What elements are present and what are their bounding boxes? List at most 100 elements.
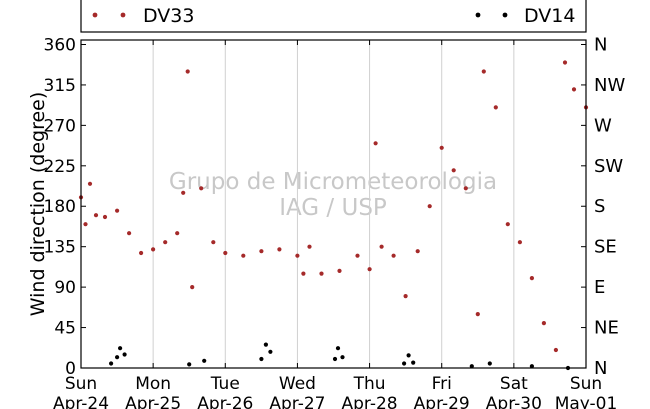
data-point bbox=[505, 222, 510, 227]
legend-marker-dv14 bbox=[502, 12, 508, 18]
x-tick-label-date: Apr-24 bbox=[53, 394, 109, 409]
data-point bbox=[529, 364, 535, 369]
data-point bbox=[451, 168, 456, 173]
y2-tick-label: S bbox=[594, 196, 605, 217]
data-point bbox=[332, 356, 338, 362]
x-tick-label-date: Apr-25 bbox=[125, 394, 181, 409]
y2-tick-label: NE bbox=[594, 318, 619, 339]
data-point bbox=[493, 105, 498, 110]
data-point bbox=[553, 347, 559, 353]
watermark-line-1: Grupo de Micrometeorologia bbox=[169, 169, 497, 195]
y2-tick-label: N bbox=[594, 358, 607, 379]
y-tick-label: 0 bbox=[65, 359, 76, 379]
y-axis-left: 0 45 90 135 180 225 270 315 360 bbox=[44, 35, 86, 379]
legend-label-dv33: DV33 bbox=[143, 5, 194, 27]
x-tick-label-day: Sat bbox=[500, 374, 528, 394]
y2-tick-label: NW bbox=[594, 75, 625, 96]
data-point bbox=[259, 356, 264, 362]
data-points bbox=[78, 60, 589, 371]
legend-label-dv14: DV14 bbox=[524, 5, 575, 27]
y2-tick-label: W bbox=[594, 115, 612, 136]
data-point bbox=[335, 346, 341, 351]
data-point bbox=[373, 141, 378, 146]
x-tick-label-date: Apr-26 bbox=[197, 394, 253, 409]
data-point bbox=[415, 249, 420, 254]
data-point bbox=[187, 362, 192, 367]
data-point bbox=[202, 358, 207, 363]
legend-marker-dv33 bbox=[92, 12, 98, 18]
data-point bbox=[181, 190, 186, 195]
data-point bbox=[93, 213, 99, 218]
x-tick-label-date: Apr-29 bbox=[414, 394, 470, 409]
y2-tick-label: SW bbox=[594, 156, 623, 177]
x-tick-label-date: Apr-28 bbox=[342, 394, 398, 409]
data-point bbox=[319, 271, 324, 276]
data-point bbox=[439, 145, 444, 150]
series-dv33 bbox=[78, 60, 589, 353]
x-axis: SunApr-24MonApr-25TueApr-26WedApr-27ThuA… bbox=[53, 40, 617, 409]
data-point bbox=[529, 276, 535, 281]
legend-marker-dv33 bbox=[120, 12, 126, 18]
legend-box bbox=[80, 0, 587, 33]
data-point bbox=[83, 222, 88, 227]
y-tick-label: 315 bbox=[44, 76, 76, 96]
data-point bbox=[403, 294, 408, 299]
data-point bbox=[411, 360, 416, 365]
data-point bbox=[87, 181, 93, 186]
data-point bbox=[185, 69, 190, 74]
y2-tick-label: N bbox=[594, 34, 607, 55]
y-tick-label: 225 bbox=[44, 157, 76, 177]
data-point bbox=[139, 250, 144, 256]
data-point bbox=[122, 352, 127, 357]
x-tick-label-day: Wed bbox=[279, 374, 316, 394]
y-tick-label: 45 bbox=[54, 319, 76, 339]
y-axis-label: Wind direction (degree) bbox=[27, 92, 49, 317]
data-point bbox=[127, 231, 132, 236]
y-tick-label: 180 bbox=[44, 197, 76, 217]
data-point bbox=[562, 60, 568, 65]
plot-frame bbox=[80, 39, 587, 369]
data-point bbox=[223, 250, 228, 256]
data-point bbox=[463, 186, 468, 191]
y-tick-label: 270 bbox=[44, 116, 76, 136]
data-point bbox=[115, 355, 120, 360]
data-point bbox=[259, 249, 264, 254]
data-point bbox=[379, 244, 384, 249]
watermark: Grupo de Micrometeorologia IAG / USP bbox=[169, 169, 497, 221]
x-tick-label-day: Mon bbox=[135, 374, 171, 394]
x-tick-label-day: Tue bbox=[210, 374, 240, 394]
data-point bbox=[487, 361, 492, 366]
x-tick-label-day: Fri bbox=[432, 374, 452, 394]
data-point bbox=[163, 240, 168, 245]
data-point bbox=[263, 342, 268, 347]
x-tick-label-day: Sun bbox=[65, 374, 97, 394]
data-point bbox=[475, 312, 480, 317]
legend: DV33 DV14 bbox=[80, 0, 587, 33]
data-point bbox=[391, 253, 396, 258]
data-point bbox=[337, 268, 342, 273]
y2-tick-label: SE bbox=[594, 237, 617, 258]
data-point bbox=[199, 186, 204, 191]
y-axis-right: N NE E SE S SW W NW N bbox=[581, 34, 625, 379]
data-point bbox=[109, 361, 114, 366]
data-point bbox=[427, 204, 432, 209]
data-point bbox=[190, 285, 195, 290]
data-point bbox=[367, 267, 372, 272]
data-point bbox=[241, 253, 246, 258]
data-point bbox=[211, 240, 216, 245]
data-point bbox=[295, 253, 300, 258]
y-tick-label: 135 bbox=[44, 238, 76, 258]
data-point bbox=[469, 364, 474, 369]
data-point bbox=[277, 247, 282, 252]
x-tick-label-date: May-01 bbox=[555, 394, 618, 409]
watermark-line-2: IAG / USP bbox=[279, 195, 387, 221]
data-point bbox=[102, 214, 108, 220]
series-dv14 bbox=[109, 342, 571, 371]
data-point bbox=[151, 247, 156, 252]
data-point bbox=[301, 271, 306, 276]
data-point bbox=[402, 361, 407, 366]
y2-tick-label: E bbox=[594, 277, 605, 298]
data-point bbox=[355, 253, 360, 258]
data-point bbox=[340, 355, 345, 360]
